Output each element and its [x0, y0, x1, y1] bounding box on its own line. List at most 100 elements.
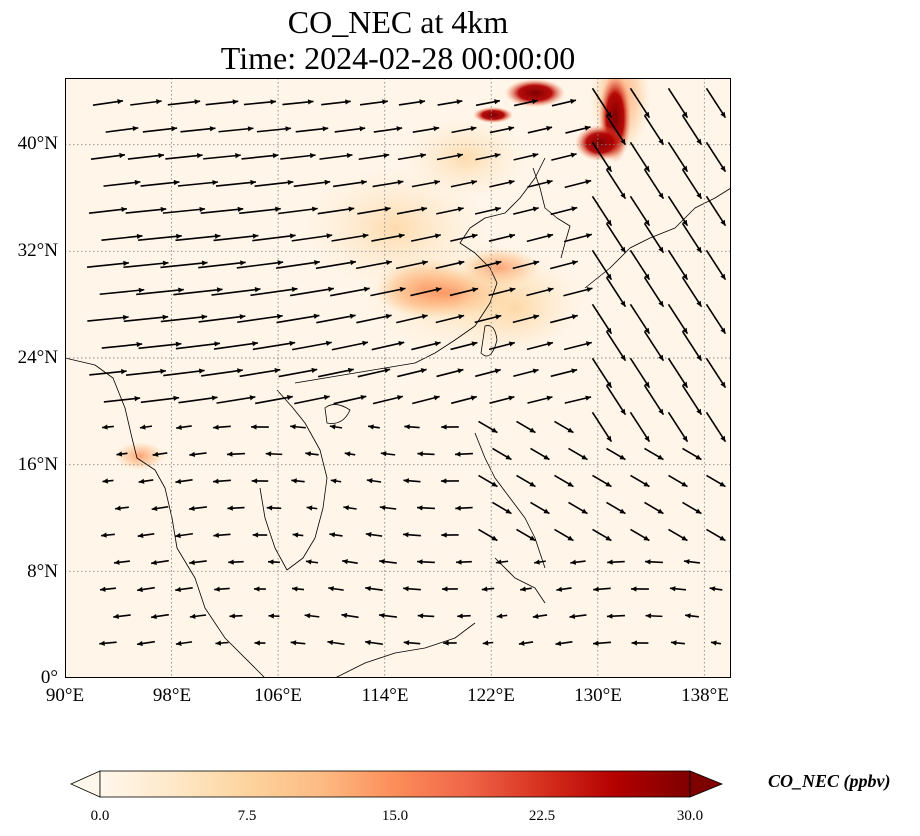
wind-arrow	[411, 179, 441, 188]
wind-arrow	[103, 396, 141, 403]
wind-arrow	[125, 368, 166, 376]
wind-arrow	[404, 424, 420, 430]
wind-arrow	[667, 195, 689, 227]
wind-arrow	[289, 286, 334, 297]
wind-arrow	[86, 260, 129, 268]
wind-arrow	[372, 179, 404, 188]
wind-arrow	[396, 206, 428, 215]
wind-arrow	[606, 613, 625, 619]
wind-arrow	[437, 99, 463, 106]
wind-arrow	[214, 586, 230, 592]
wind-arrow	[706, 474, 726, 488]
wind-arrow	[412, 126, 440, 133]
wind-arrow	[291, 478, 305, 484]
wind-arrow	[357, 367, 391, 378]
wind-arrow	[554, 474, 574, 488]
wind-arrow	[329, 424, 343, 430]
wind-arrow	[488, 233, 516, 242]
wind-arrow	[291, 233, 333, 242]
wind-arrow	[681, 114, 703, 146]
wind-arrow	[319, 152, 353, 160]
lon-tick-label-90e: 90°E	[45, 685, 85, 706]
wind-arrow	[670, 640, 685, 646]
wind-arrow	[593, 586, 611, 592]
colorbar-tick-0: 0.0	[90, 808, 110, 824]
wind-arrow	[90, 152, 126, 160]
wind-arrow	[681, 222, 703, 254]
wind-arrow	[550, 368, 578, 378]
wind-arrow	[379, 505, 397, 511]
wind-arrow	[416, 505, 435, 511]
wind-arrow	[563, 233, 593, 243]
wind-arrow	[456, 559, 472, 565]
wind-arrow	[435, 260, 465, 270]
coast-korea	[532, 167, 571, 259]
wind-arrow	[317, 206, 355, 215]
wind-arrow	[683, 559, 701, 565]
wind-arrow	[330, 478, 342, 484]
wind-arrow	[705, 87, 727, 119]
wind-arrow	[200, 206, 244, 214]
plume-bohai	[405, 118, 525, 198]
wind-arrow	[368, 424, 380, 430]
wind-arrow	[563, 341, 592, 351]
wind-arrow	[276, 260, 320, 269]
wind-arrow	[370, 286, 406, 297]
wind-arrow	[355, 260, 393, 270]
coastlines	[65, 157, 731, 678]
wind-arrow	[592, 474, 612, 488]
wind-arrow	[496, 613, 508, 619]
wind-arrow	[250, 286, 298, 297]
wind-arrow	[139, 424, 153, 430]
wind-arrow	[564, 395, 592, 404]
wind-arrow	[482, 640, 494, 646]
wind-arrow	[513, 99, 538, 107]
wind-arrow	[175, 233, 221, 242]
wind-arrow	[706, 528, 726, 542]
wind-arrow	[198, 314, 246, 323]
wind-arrow	[140, 395, 180, 404]
wind-arrow	[239, 367, 281, 378]
coast-hainan	[324, 404, 351, 424]
wind-arrow	[334, 126, 366, 133]
wind-arrow	[215, 179, 256, 187]
wind-arrow	[211, 287, 261, 296]
wind-arrow	[227, 505, 245, 511]
wind-arrow	[89, 369, 127, 376]
wind-arrow	[150, 613, 169, 620]
wind-arrow	[152, 451, 168, 457]
wind-arrow	[530, 501, 550, 515]
wind-arrow	[167, 99, 201, 106]
wind-arrow	[527, 395, 553, 404]
wind-arrow	[591, 249, 613, 281]
wind-arrow	[205, 99, 239, 106]
wind-arrow	[366, 478, 382, 484]
lon-tick-label-106e: 106°E	[254, 685, 302, 706]
wind-arrow	[410, 233, 441, 242]
wind-arrow	[105, 125, 139, 133]
wind-arrow	[606, 501, 626, 515]
plume-manchuria	[505, 79, 565, 107]
wind-arrow	[175, 586, 193, 593]
wind-arrow	[343, 505, 357, 511]
wind-arrow	[378, 612, 397, 619]
wind-arrow	[213, 341, 259, 350]
wind-arrow	[101, 532, 115, 538]
wind-arrow	[358, 152, 390, 161]
wind-arrow	[137, 532, 155, 539]
wind-arrow	[371, 233, 405, 242]
wind-arrow	[254, 640, 266, 646]
coast-japan	[584, 187, 731, 289]
wind-arrow	[436, 368, 464, 378]
wind-arrow	[667, 303, 689, 335]
wind-arrow	[526, 287, 554, 297]
wind-arrow	[492, 501, 512, 515]
wind-arrow	[412, 395, 440, 405]
wind-arrow	[605, 384, 627, 416]
colorbar-extend-low	[70, 770, 101, 798]
wind-arrow	[645, 613, 663, 619]
wind-arrow	[175, 640, 193, 646]
lon-tick-label-138e: 138°E	[681, 685, 729, 706]
wind-arrow	[165, 153, 203, 160]
wind-arrow	[526, 341, 554, 351]
